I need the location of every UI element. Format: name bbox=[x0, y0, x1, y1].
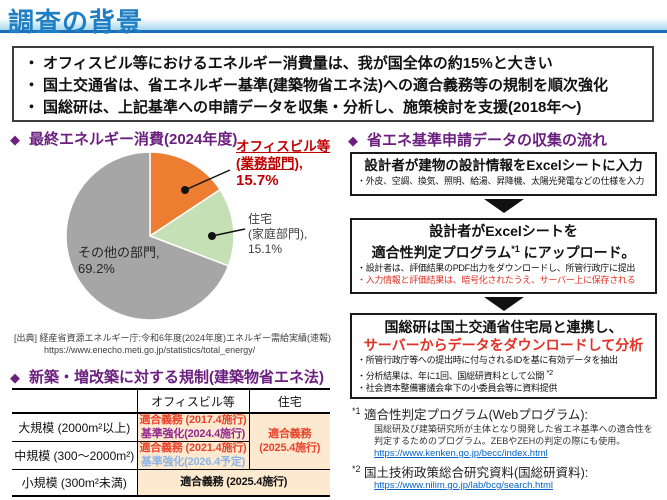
cell-housing-line2: (2025.4施行) bbox=[259, 441, 321, 454]
diamond-icon: ◆ bbox=[348, 133, 358, 148]
row-label-large: 大規模 (2000m²以上) bbox=[12, 413, 137, 442]
footnote-1-title: *1 適合性判定プログラム(Webプログラム): bbox=[352, 404, 588, 423]
pie-slice-2 bbox=[65, 151, 230, 321]
down-arrow-icon bbox=[484, 199, 524, 213]
flow-box2-title-line2-pre: 適合性判定プログラム bbox=[371, 244, 512, 261]
energy-pie-chart bbox=[65, 151, 246, 321]
table-header-empty bbox=[12, 388, 137, 414]
footnote-ref-2: *2 bbox=[546, 367, 553, 377]
cell-large-office: 適合義務 (2017.4施行) 基準強化(2024.4施行) bbox=[136, 413, 249, 442]
footnote-1-link[interactable]: https://www.kenken.go.jp/becc/index.html bbox=[374, 448, 548, 459]
summary-bullet-1-text: オフィスビル等におけるエネルギー消費量は、我が国全体の約15%と大きい bbox=[43, 55, 553, 72]
footnote-1-body: 国総研及び建築研究所が主体となり開発した省エネ基準への適合性を判定するためのプロ… bbox=[374, 424, 653, 446]
diamond-icon: ◆ bbox=[10, 132, 20, 147]
regulation-heading-text: 新築・増改築に対する規制(建築物省エネ法) bbox=[29, 369, 324, 386]
flow-box1-title: 設計者が建物の設計情報をExcelシートに入力 bbox=[364, 158, 643, 173]
summary-bullet-2-text: 国土交通省は、省エネルギー基準(建築物省エネ法)への適合義務等の規制を順次強化 bbox=[43, 77, 609, 94]
summary-bullet-3: ・国総研は、上記基準への申請データを収集・分析し、施策検討を支援(2018年～) bbox=[24, 97, 642, 119]
regulation-section-heading: ◆ 新築・増改築に対する規制(建築物省エネ法) bbox=[10, 366, 324, 387]
flow-box1-note1: ・外皮、空調、換気、照明、給湯、昇降機、太陽光発電などの仕様を入力 bbox=[357, 175, 645, 186]
summary-bullet-3-text: 国総研は、上記基準への申請データを収集・分析し、施策検討を支援(2018年～) bbox=[43, 99, 582, 116]
flow-heading-text: 省エネ基準申請データの収集の流れ bbox=[367, 132, 608, 149]
footnote-1-title-text: 適合性判定プログラム(Webプログラム): bbox=[364, 408, 589, 422]
footnote-2-link[interactable]: https://www.nilim.go.jp/lab/bcg/search.h… bbox=[374, 480, 553, 491]
bullet-icon: ・ bbox=[24, 77, 40, 94]
flow-box2-note1: ・設計者は、評価結果のPDF出力をダウンロードし、所管行政庁に提出 bbox=[357, 262, 636, 273]
summary-bullet-1: ・オフィスビル等におけるエネルギー消費量は、我が国全体の約15%と大きい bbox=[24, 53, 642, 75]
footnote-ref-1: *1 bbox=[511, 243, 520, 254]
regulation-table: オフィスビル等 住宅 大規模 (2000m²以上) 適合義務 (2017.4施行… bbox=[12, 388, 330, 497]
pie-label-office-value: 15.7% bbox=[236, 172, 279, 189]
office-callout-line bbox=[184, 169, 231, 191]
flow-box2-title-line2-post: にアップロード。 bbox=[519, 244, 636, 261]
cell-housing-merged: 適合義務 (2025.4施行) bbox=[248, 413, 330, 470]
table-header-row: オフィスビル等 住宅 bbox=[12, 388, 330, 414]
title-band bbox=[0, 18, 667, 33]
footnote-2-title-text: 国土技術政策総合研究資料(国総研資料): bbox=[364, 466, 589, 480]
diamond-icon: ◆ bbox=[10, 370, 20, 385]
cell-large-office-line2: 基準強化(2024.4施行) bbox=[140, 427, 246, 440]
pie-label-other: その他の部門, 69.2% bbox=[78, 245, 160, 277]
table-row-medium: 中規模 (300～2000m²) 適合義務 (2021.4施行) 基準強化(20… bbox=[12, 441, 330, 470]
chart-source-line1: [出典] 経産省資源エネルギー庁:令和6年度(2024年度)エネルギー需給実績(… bbox=[14, 333, 332, 343]
pie-label-home: 住宅 (家庭部門), 15.1% bbox=[248, 212, 307, 257]
pie-slice-1 bbox=[148, 188, 235, 267]
pie-label-other-value: 69.2% bbox=[78, 261, 115, 276]
flow-box-analysis: 国総研は国土交通省住宅局と連携し、 サーバーからデータをダウンロードして分析 ・… bbox=[350, 313, 657, 399]
summary-bullet-2: ・国土交通省は、省エネルギー基準(建築物省エネ法)への適合義務等の規制を順次強化 bbox=[24, 75, 642, 97]
flow-section-heading: ◆ 省エネ基準申請データの収集の流れ bbox=[348, 129, 607, 150]
pie-slice-0 bbox=[149, 151, 222, 238]
footnote-2-title: *2 国土技術政策総合研究資料(国総研資料): bbox=[352, 462, 588, 481]
flow-box3-note3: ・社会資本整備審議会傘下の小委員会等に資料提供 bbox=[357, 383, 558, 393]
home-callout-dot bbox=[208, 232, 216, 240]
pie-label-office-line1: オフィスビル等 bbox=[236, 139, 331, 154]
pie-label-office: オフィスビル等 (業務部門), 15.7% bbox=[236, 138, 330, 189]
flow-box2-title-line1: 設計者がExcelシートを bbox=[429, 223, 578, 239]
row-label-medium: 中規模 (300～2000m²) bbox=[12, 441, 137, 470]
flow-box3-title-line1: 国総研は国土交通省住宅局と連携し、 bbox=[384, 319, 623, 335]
chart-source: [出典] 経産省資源エネルギー庁:令和6年度(2024年度)エネルギー需給実績(… bbox=[14, 333, 331, 356]
footnote-1-marker: *1 bbox=[352, 405, 361, 416]
cell-housing-line1: 適合義務 bbox=[268, 428, 312, 440]
flow-box2-note2: ・入力情報と評価結果は、暗号化されたうえ、サーバー上に保存される bbox=[357, 275, 636, 286]
office-callout-dot bbox=[181, 186, 189, 194]
table-row-large: 大規模 (2000m²以上) 適合義務 (2017.4施行) 基準強化(2024… bbox=[12, 413, 330, 470]
cell-medium-office-line2: 基準強化(2026.4予定) bbox=[140, 455, 246, 468]
cell-small-both: 適合義務 (2025.4施行) bbox=[136, 469, 330, 497]
footnote-2-marker: *2 bbox=[352, 463, 361, 474]
bullet-icon: ・ bbox=[24, 99, 40, 116]
table-row-small: 小規模 (300m²未満) 適合義務 (2025.4施行) bbox=[12, 469, 330, 497]
pie-label-home-line2: (家庭部門), bbox=[248, 227, 308, 241]
row-label-small: 小規模 (300m²未満) bbox=[12, 469, 137, 497]
flow-box3-note2-text: ・分析結果は、年に1回、国総研資料として公開 bbox=[357, 370, 547, 381]
table-header-office: オフィスビル等 bbox=[136, 388, 249, 414]
energy-heading-text: 最終エネルギー消費(2024年度) bbox=[29, 131, 238, 148]
energy-section-heading: ◆ 最終エネルギー消費(2024年度) bbox=[10, 128, 237, 149]
cell-medium-office-line1: 適合義務 (2021.4施行) bbox=[139, 442, 247, 454]
chart-source-url: https://www.enecho.meti.go.jp/statistics… bbox=[44, 344, 256, 355]
flow-box3-note2: ・分析結果は、年に1回、国総研資料として公開 *2 bbox=[352, 367, 655, 383]
flow-box3-title-line2: サーバーからデータをダウンロードして分析 bbox=[363, 336, 644, 353]
pie-label-office-line2: (業務部門), bbox=[236, 156, 303, 171]
flow-box-upload: 設計者がExcelシートを 適合性判定プログラム*1 にアップロード。 ・設計者… bbox=[350, 218, 657, 294]
flow-box3-note1: ・所管行政庁等への提出時に付与されるIDを基に有効データを抽出 bbox=[357, 355, 618, 365]
home-callout-line bbox=[211, 228, 246, 237]
flow-box2-title-line2: 適合性判定プログラム*1 にアップロード。 bbox=[352, 241, 655, 262]
pie-label-home-line1: 住宅 bbox=[248, 212, 273, 226]
down-arrow-icon bbox=[484, 297, 524, 311]
table-header-housing: 住宅 bbox=[248, 388, 330, 414]
page-title: 調査の背景 bbox=[8, 7, 144, 37]
cell-medium-office: 適合義務 (2021.4施行) 基準強化(2026.4予定) bbox=[136, 441, 249, 470]
flow-box-input: 設計者が建物の設計情報をExcelシートに入力 ・外皮、空調、換気、照明、給湯、… bbox=[350, 152, 657, 196]
summary-box: ・オフィスビル等におけるエネルギー消費量は、我が国全体の約15%と大きい ・国土… bbox=[12, 46, 654, 122]
pie-label-other-line1: その他の部門, bbox=[78, 245, 160, 260]
pie-label-home-value: 15.1% bbox=[248, 242, 283, 256]
cell-large-office-line1: 適合義務 (2017.4施行) bbox=[139, 414, 247, 426]
bullet-icon: ・ bbox=[24, 55, 40, 72]
